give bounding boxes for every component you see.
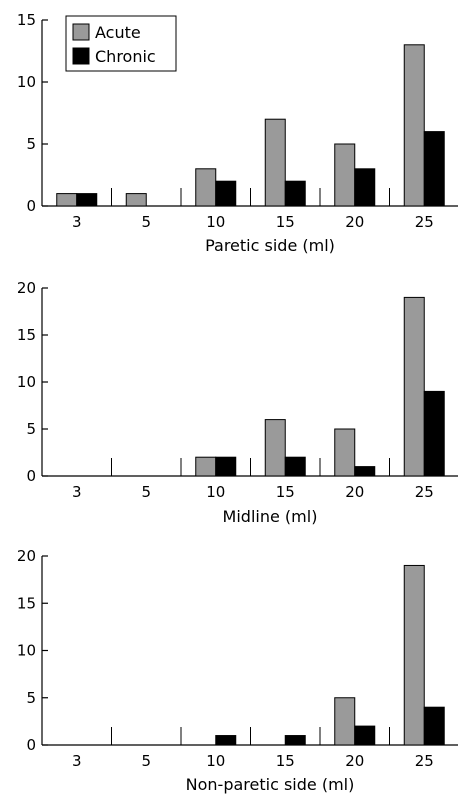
x-tick-label: 3 <box>72 213 82 231</box>
y-tick-label: 5 <box>26 420 36 438</box>
chart-2: 0 5 10 15 20 3 5 10 15 20 25 Midline (ml) <box>17 279 458 526</box>
y-tick-label: 15 <box>17 594 36 612</box>
chart-1: 0 5 10 15 3 5 10 15 20 25 Paretic side (ml) Acute Ch… <box>17 11 458 255</box>
bar-chronic-20 <box>354 466 376 477</box>
x-tick-label: 15 <box>276 213 295 231</box>
x-tick-label: 5 <box>141 483 151 501</box>
bar-chronic-10 <box>215 735 237 746</box>
bar-chronic-15 <box>284 735 306 746</box>
x-axis-title: Midline (ml) <box>223 507 318 526</box>
legend-swatch-acute <box>72 23 90 41</box>
bar-acute-20 <box>334 143 356 207</box>
bar-acute-10 <box>195 168 217 207</box>
bar-acute-25 <box>403 564 425 746</box>
x-tick-label: 20 <box>345 752 364 770</box>
x-tick-label: 25 <box>415 752 434 770</box>
bar-acute-20 <box>334 428 356 477</box>
bar-chronic-25 <box>423 131 445 207</box>
y-tick-label: 10 <box>17 373 36 391</box>
legend-label-chronic: Chronic <box>95 47 156 66</box>
x-tick-label: 25 <box>415 483 434 501</box>
bar-acute-15 <box>264 118 286 207</box>
x-tick-label: 25 <box>415 213 434 231</box>
bar-acute-5 <box>125 193 147 207</box>
x-tick-label: 3 <box>72 483 82 501</box>
x-tick-label: 3 <box>72 752 82 770</box>
chart-3: 0 5 10 15 20 3 5 10 15 20 25 Non-paretic side (ml) <box>17 547 458 794</box>
bar-acute-15 <box>264 419 286 477</box>
bar-chronic-10 <box>215 180 237 207</box>
bar-acute-3 <box>56 193 78 207</box>
bar-acute-10 <box>195 456 217 477</box>
y-tick-label: 10 <box>17 73 36 91</box>
y-tick-label: 0 <box>26 736 36 754</box>
bar-chronic-20 <box>354 725 376 746</box>
bar-chronic-25 <box>423 706 445 746</box>
y-tick-label: 10 <box>17 642 36 660</box>
bar-chronic-3 <box>76 193 98 207</box>
x-tick-label: 5 <box>141 752 151 770</box>
y-tick-label: 5 <box>26 689 36 707</box>
legend-swatch-chronic <box>72 47 90 65</box>
x-tick-label: 10 <box>206 752 225 770</box>
legend-label-acute: Acute <box>95 23 141 42</box>
y-tick-label: 5 <box>26 135 36 153</box>
bar-chronic-25 <box>423 390 445 477</box>
x-axis-title: Non-paretic side (ml) <box>186 775 355 794</box>
bar-chronic-20 <box>354 168 376 207</box>
x-tick-label: 20 <box>345 213 364 231</box>
x-tick-label: 10 <box>206 483 225 501</box>
bar-chronic-10 <box>215 456 237 477</box>
x-axis-title: Paretic side (ml) <box>205 236 335 255</box>
y-tick-label: 15 <box>17 326 36 344</box>
bar-chronic-15 <box>284 180 306 207</box>
legend: Acute Chronic <box>65 15 177 72</box>
bar-acute-25 <box>403 296 425 477</box>
bar-acute-25 <box>403 44 425 207</box>
y-tick-label: 0 <box>26 197 36 215</box>
y-tick-label: 20 <box>17 279 36 297</box>
x-tick-label: 10 <box>206 213 225 231</box>
bar-chronic-15 <box>284 456 306 477</box>
x-tick-label: 20 <box>345 483 364 501</box>
y-tick-label: 15 <box>17 11 36 29</box>
bar-acute-20 <box>334 697 356 746</box>
y-tick-label: 20 <box>17 547 36 565</box>
x-tick-label: 15 <box>276 752 295 770</box>
y-tick-label: 0 <box>26 467 36 485</box>
x-tick-label: 5 <box>141 213 151 231</box>
x-tick-label: 15 <box>276 483 295 501</box>
